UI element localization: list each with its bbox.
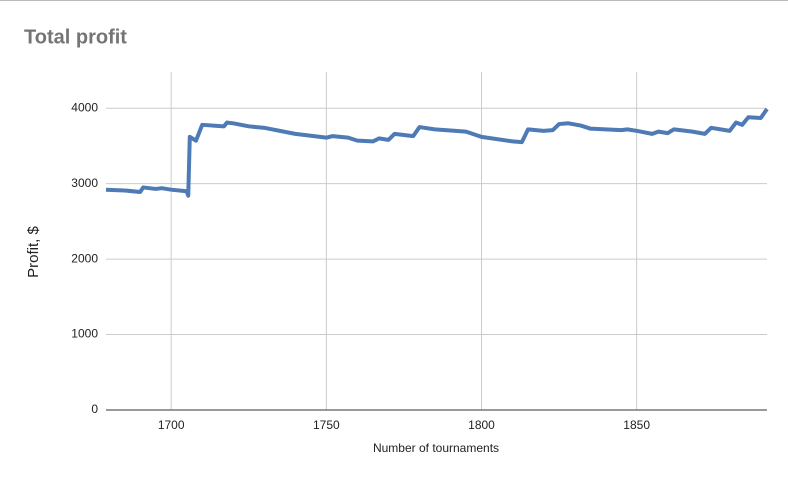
y-tick-label: 4000 [71,100,98,114]
y-tick-label: 1000 [71,327,98,341]
x-tick-label: 1700 [158,418,185,432]
y-tick-label: 3000 [71,176,98,190]
x-tick-label: 1800 [468,418,495,432]
data-line [105,107,769,198]
chart-title: Total profit [24,26,127,48]
y-axis-label: Profit, $ [25,225,42,277]
x-axis-label: Number of tournaments [373,441,499,455]
x-tick-label: 1750 [313,418,340,432]
x-tick-label: 1850 [623,418,650,432]
y-tick-label: 2000 [71,251,98,265]
y-tick-label: 0 [91,402,98,416]
